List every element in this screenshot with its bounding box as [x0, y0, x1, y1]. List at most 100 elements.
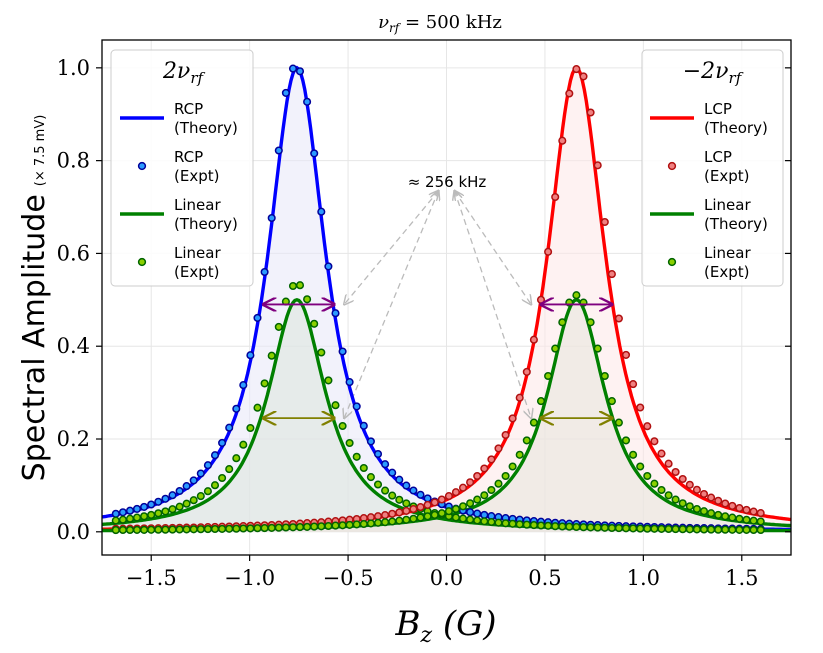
data-point — [536, 295, 546, 304]
x-tick-label: 1.0 — [627, 566, 660, 590]
data-point — [600, 523, 609, 532]
data-point — [182, 499, 191, 508]
data-point — [565, 522, 574, 531]
legend-label: (Expt) — [174, 263, 219, 281]
data-point — [218, 438, 227, 447]
legend-marker-swatch — [667, 257, 677, 267]
data-point — [614, 524, 623, 533]
data-point — [260, 524, 269, 533]
data-point — [458, 483, 468, 492]
data-point — [657, 485, 666, 495]
data-point — [735, 525, 744, 534]
data-point — [288, 523, 298, 532]
data-point — [756, 509, 765, 518]
data-point — [395, 516, 404, 525]
data-point — [480, 464, 489, 473]
y-tick-label: 0.0 — [57, 520, 90, 544]
data-point — [366, 473, 375, 482]
data-point — [239, 381, 248, 390]
x-tick-label: 0.0 — [430, 566, 463, 590]
data-point — [132, 525, 142, 534]
data-point — [466, 508, 475, 517]
data-point — [721, 512, 730, 521]
data-point — [544, 521, 553, 530]
data-point — [416, 513, 425, 522]
legend-label: Linear — [174, 244, 221, 262]
data-point — [699, 489, 709, 499]
data-point — [664, 524, 673, 534]
data-point — [345, 438, 354, 448]
data-point — [210, 524, 220, 534]
data-point — [381, 518, 390, 527]
legend-label: Linear — [174, 196, 221, 214]
data-point — [338, 347, 347, 356]
data-point — [444, 507, 453, 516]
data-point — [225, 423, 234, 432]
data-point — [742, 505, 751, 514]
data-point — [607, 397, 616, 406]
data-point — [239, 440, 248, 449]
legend-label: (Theory) — [174, 119, 238, 137]
chart-title: νrf = 500 kHz — [378, 12, 502, 35]
data-point — [707, 493, 716, 502]
data-point — [274, 146, 283, 155]
data-point — [629, 524, 638, 533]
data-point — [671, 525, 680, 534]
data-point — [175, 486, 184, 496]
data-point — [118, 508, 127, 517]
data-point — [409, 486, 418, 495]
data-point — [416, 503, 425, 512]
data-point — [678, 525, 687, 534]
data-point — [480, 517, 489, 526]
x-axis-label: Bz (G) — [394, 604, 496, 648]
data-point — [303, 295, 312, 304]
data-point — [423, 512, 432, 521]
data-point — [572, 522, 581, 532]
data-point — [529, 335, 538, 344]
data-point — [714, 496, 723, 505]
data-point — [168, 505, 177, 514]
data-point — [572, 65, 581, 74]
data-point — [161, 494, 170, 503]
legend-label: (Expt) — [704, 167, 749, 185]
data-point — [643, 471, 652, 481]
data-point — [338, 521, 347, 530]
data-point — [352, 452, 361, 461]
data-point — [288, 281, 298, 291]
data-point — [246, 423, 255, 433]
data-point — [182, 482, 191, 491]
annotation-arrow — [455, 191, 532, 418]
data-point — [544, 371, 553, 381]
data-point — [551, 344, 560, 353]
data-point — [147, 510, 156, 519]
legend-label: (Theory) — [704, 119, 768, 137]
data-point — [728, 501, 737, 510]
data-point — [281, 88, 290, 97]
data-point — [522, 367, 531, 376]
legend-marker-swatch — [667, 161, 677, 171]
data-point — [735, 514, 744, 523]
data-point — [664, 491, 673, 500]
data-point — [366, 437, 375, 446]
area-fill — [102, 299, 791, 532]
annotation-arrow — [344, 191, 438, 418]
data-point — [515, 520, 524, 529]
data-point — [466, 478, 475, 487]
data-point — [572, 291, 581, 300]
data-point — [303, 522, 312, 531]
data-point — [735, 504, 744, 513]
data-point — [473, 495, 482, 504]
data-point — [749, 525, 758, 535]
data-point — [501, 519, 510, 528]
data-point — [536, 397, 546, 406]
x-tick-label: −1.0 — [224, 566, 275, 590]
data-point — [388, 491, 397, 500]
data-point — [451, 488, 460, 497]
data-point — [366, 519, 375, 528]
data-point — [473, 509, 482, 518]
data-point — [267, 351, 276, 360]
data-point — [579, 523, 588, 532]
data-point — [643, 422, 652, 431]
data-point — [714, 525, 723, 534]
data-point — [685, 480, 694, 489]
